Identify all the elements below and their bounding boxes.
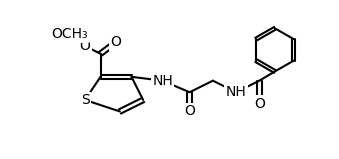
Text: O: O <box>111 35 121 49</box>
Text: O: O <box>184 104 195 118</box>
Text: O: O <box>254 97 265 111</box>
Text: S: S <box>81 93 89 107</box>
Text: O: O <box>80 39 91 53</box>
Text: OCH₃: OCH₃ <box>51 28 88 41</box>
Text: NH: NH <box>226 85 246 99</box>
Text: NH: NH <box>152 74 173 88</box>
